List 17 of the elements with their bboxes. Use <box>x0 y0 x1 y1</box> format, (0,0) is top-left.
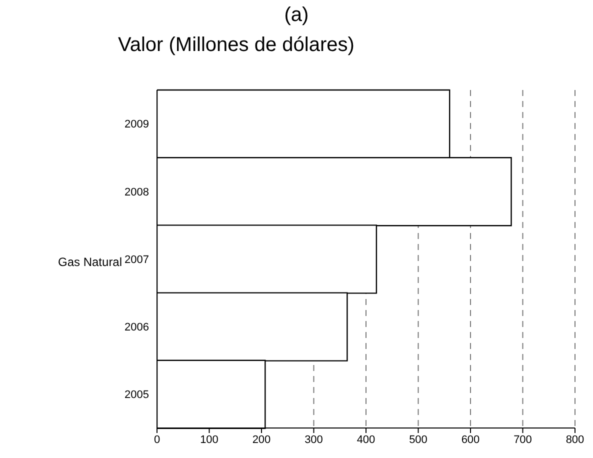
x-tick-label: 600 <box>461 434 480 446</box>
x-tick-label: 500 <box>409 434 428 446</box>
x-tick-label: 100 <box>200 434 218 446</box>
y-axis-title: Gas Natural <box>58 255 122 269</box>
x-tick-label: 800 <box>566 434 584 446</box>
x-tick-label: 300 <box>304 434 323 446</box>
x-tick-label: 0 <box>154 434 160 446</box>
x-tick-label: 400 <box>356 434 376 446</box>
y-tick-label: 2006 <box>124 322 149 334</box>
x-tick-label: 200 <box>252 434 271 446</box>
y-tick-label: 2008 <box>124 186 149 198</box>
x-tick-label: 700 <box>514 434 532 446</box>
chart-subtitle: Valor (Millones de dólares) <box>118 34 354 57</box>
y-tick-label: 2009 <box>124 118 149 131</box>
y-tick-label: 2007 <box>124 254 149 266</box>
y-tick-label: 2005 <box>124 389 149 402</box>
chart-title: (a) <box>283 4 310 27</box>
